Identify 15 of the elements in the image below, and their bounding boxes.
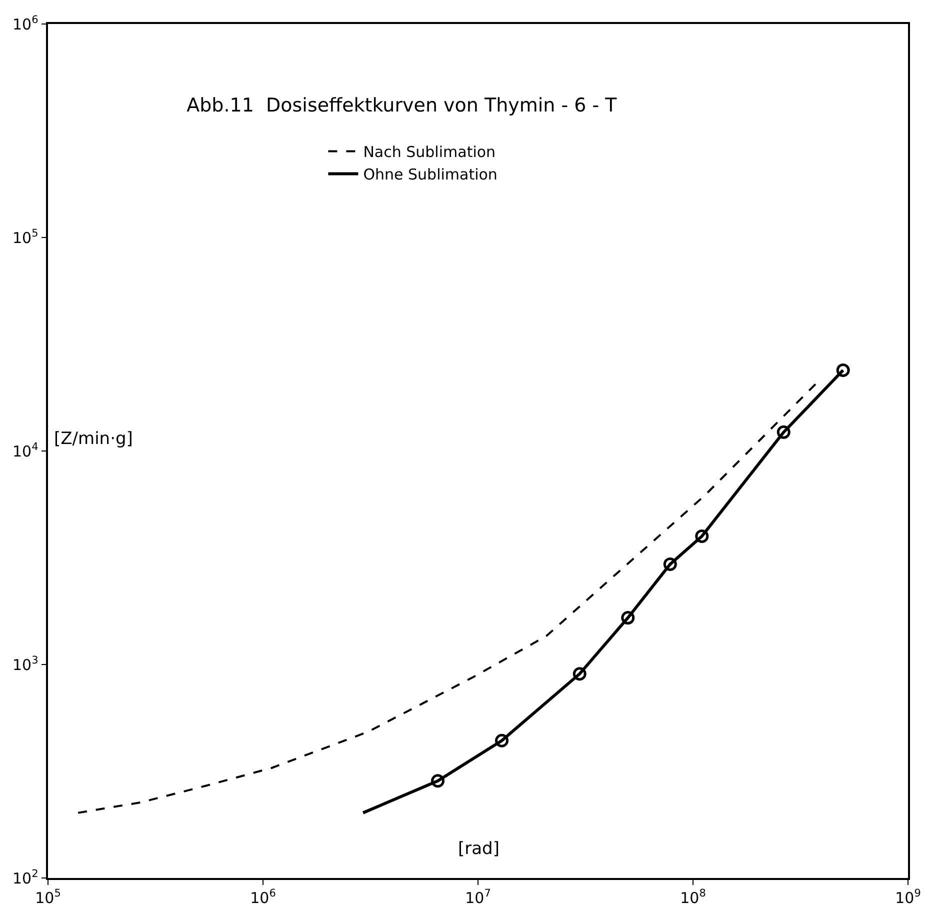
y-axis-title: [Z/min·g] [54,429,133,449]
x-tick-label: 10$^{5}$ [35,887,61,907]
y-tick-label: 10$^{2}$ [12,868,38,888]
y-tick-label: 10$^{4}$ [12,440,39,460]
legend-label: Nach Sublimation [363,143,496,162]
x-tick-label: 10$^{6}$ [250,887,276,907]
x-tick-label: 10$^{8}$ [680,887,706,907]
y-tick-label: 10$^{6}$ [12,14,39,34]
y-tick-label: 10$^{5}$ [12,227,38,247]
text: Abb.11 Dosiseffektkurven von Thymin - 6 - T [186,94,618,116]
x-tick-label: 10$^{7}$ [465,887,491,907]
x-axis-title: [rad] [458,839,500,859]
x-tick-label: 10$^{9}$ [895,887,921,907]
y-tick-label: 10$^{3}$ [12,654,38,674]
legend-label: Ohne Sublimation [363,166,498,184]
